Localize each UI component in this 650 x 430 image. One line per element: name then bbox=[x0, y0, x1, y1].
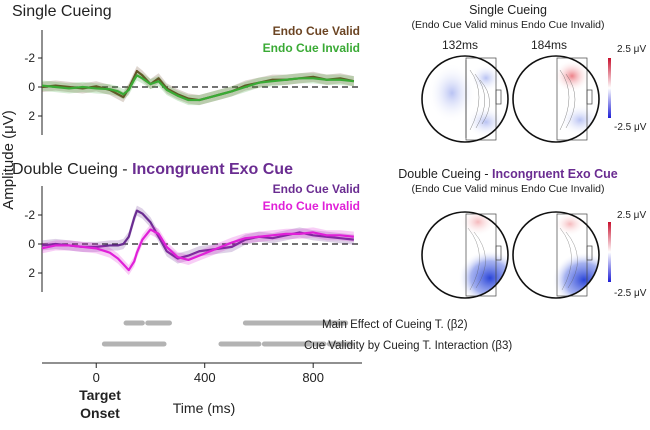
single-series-1-band bbox=[42, 70, 354, 106]
colorbar-double bbox=[608, 222, 611, 282]
topomap-double-132 bbox=[421, 211, 509, 299]
double-series-0-band bbox=[42, 205, 354, 264]
single-series-1-line bbox=[41, 74, 354, 102]
single-legend-valid: Endo Cue Valid bbox=[273, 24, 360, 38]
single-panel-title: Single Cueing bbox=[12, 3, 112, 20]
colorbar-single-max: 2.5 μV bbox=[617, 44, 646, 55]
double-panel-title: Double Cueing - Incongruent Exo Cue bbox=[12, 161, 293, 178]
x-tick-label: 0 bbox=[93, 370, 100, 385]
topo-time-132: 132ms bbox=[442, 38, 478, 52]
single-y-ticks: -2 0 2 bbox=[24, 51, 42, 123]
double-ytick-label: 2 bbox=[28, 266, 35, 280]
topo-single-title: Single Cueing bbox=[469, 3, 547, 17]
double-title-prefix: Double Cueing - bbox=[12, 161, 132, 178]
topo-double-title: Double Cueing - Incongruent Exo Cue bbox=[398, 167, 618, 181]
single-ytick-label: -2 bbox=[24, 51, 35, 65]
double-series-group bbox=[41, 205, 354, 276]
double-series-1-band bbox=[42, 224, 354, 276]
target-onset-line2: Onset bbox=[80, 405, 120, 421]
time-axis-ticks: 0 400 800 bbox=[93, 363, 324, 385]
topo-double-title-prefix: Double Cueing - bbox=[398, 167, 492, 181]
time-axis-label: Time (ms) bbox=[173, 400, 235, 416]
topomap-single-184 bbox=[512, 55, 600, 143]
topo-double-subtitle: (Endo Cue Valid minus Endo Cue Invalid) bbox=[412, 183, 605, 195]
colorbar-single-min: -2.5 μV bbox=[614, 122, 647, 133]
topomap-double-184 bbox=[512, 211, 600, 299]
double-legend-valid: Endo Cue Valid bbox=[273, 182, 360, 196]
target-onset-line1: Target bbox=[79, 387, 121, 403]
colorbar-single bbox=[608, 58, 611, 118]
double-title-accent: Incongruent Exo Cue bbox=[132, 161, 293, 178]
x-tick-label: 400 bbox=[194, 370, 216, 385]
x-tick-label: 800 bbox=[302, 370, 324, 385]
sig-label-interaction: Cue Validity by Cueing T. Interaction (β… bbox=[304, 340, 512, 352]
topomap-single-132 bbox=[421, 55, 509, 143]
single-series-group bbox=[41, 65, 355, 106]
topo-single-subtitle: (Endo Cue Valid minus Endo Cue Invalid) bbox=[412, 19, 605, 31]
topo-double-title-accent: Incongruent Exo Cue bbox=[492, 167, 618, 181]
topo-time-184: 184ms bbox=[531, 38, 567, 52]
significance-bars bbox=[101, 320, 354, 347]
double-ytick-label: 0 bbox=[28, 237, 35, 251]
double-y-ticks: -2 0 2 bbox=[24, 208, 42, 280]
colorbar-double-min: -2.5 μV bbox=[614, 288, 647, 299]
double-series-1-line bbox=[41, 228, 354, 272]
y-axis-label: Amplitude (μV) bbox=[0, 110, 17, 210]
sig-label-main-effect: Main Effect of Cueing T. (β2) bbox=[322, 319, 468, 331]
single-legend-invalid: Endo Cue Invalid bbox=[263, 41, 360, 55]
single-ytick-label: 0 bbox=[28, 80, 35, 94]
double-ytick-label: -2 bbox=[24, 208, 35, 222]
double-legend-invalid: Endo Cue Invalid bbox=[263, 199, 360, 213]
single-ytick-label: 2 bbox=[28, 109, 35, 123]
colorbar-double-max: 2.5 μV bbox=[617, 210, 646, 221]
